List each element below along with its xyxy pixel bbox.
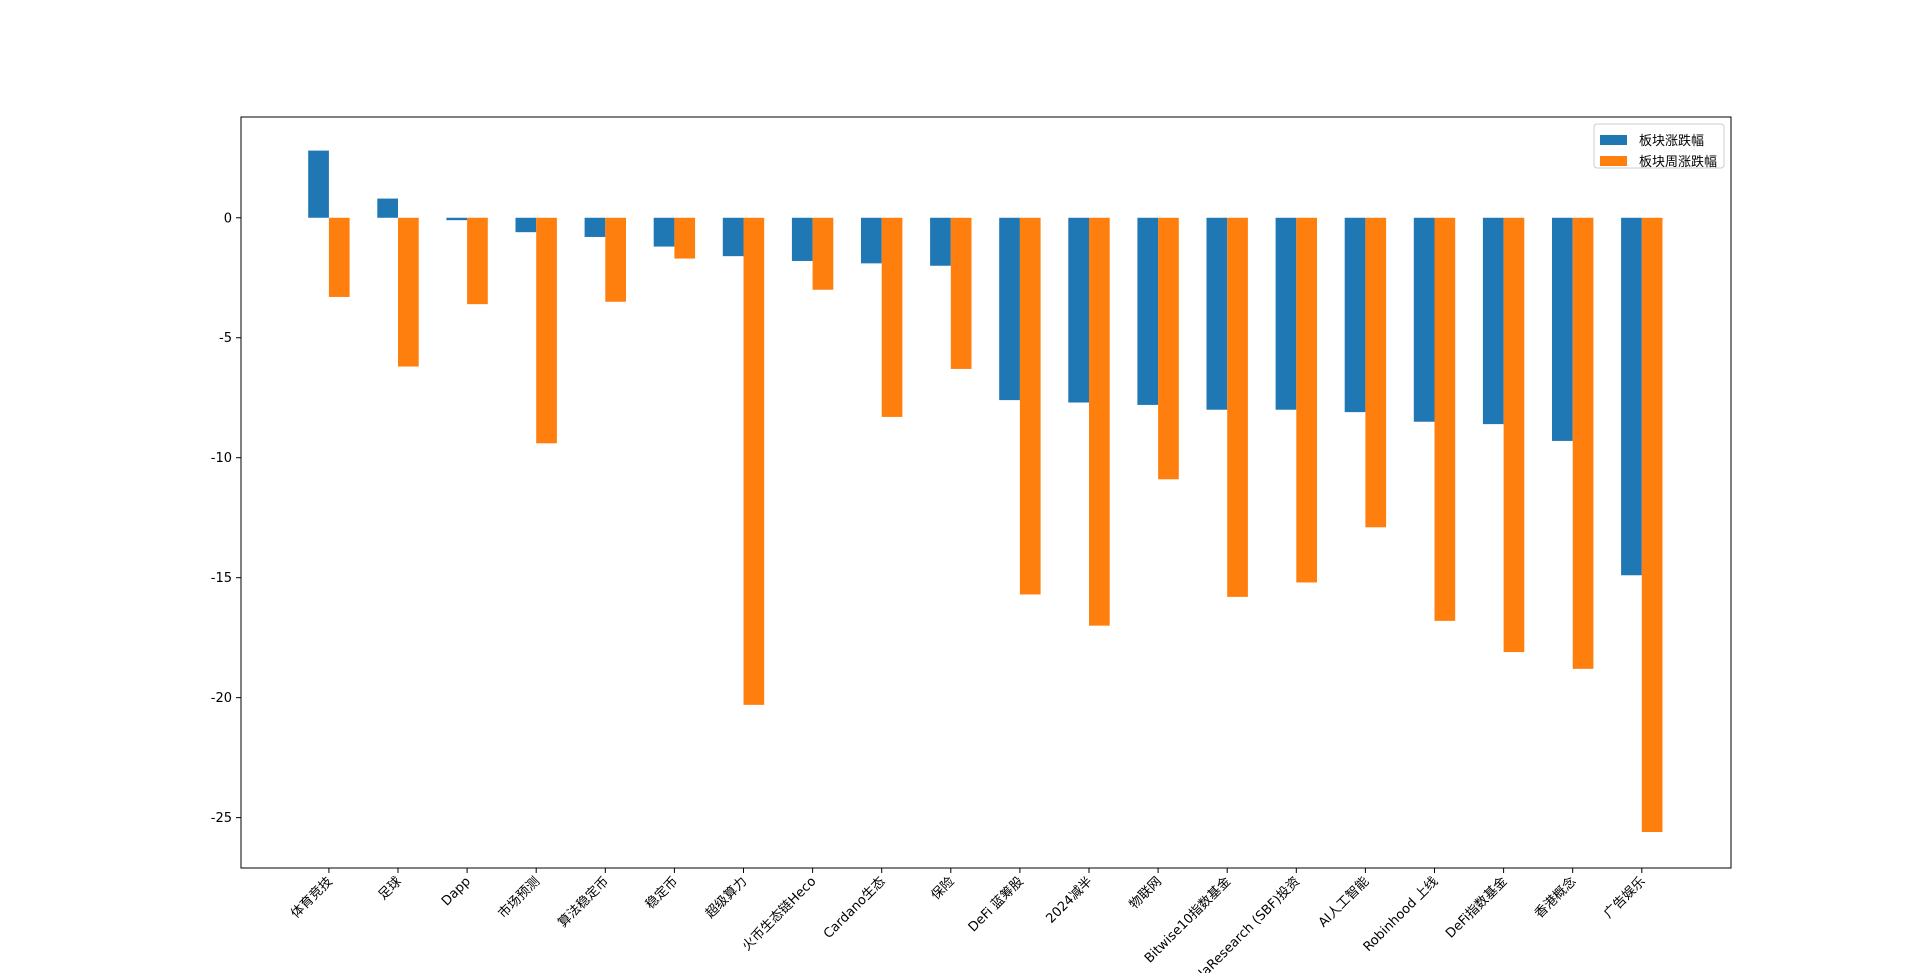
bar-daily-19 xyxy=(1621,217,1642,576)
x-tick-label: 稳定币 xyxy=(642,874,681,913)
plot-frame xyxy=(240,116,1732,869)
bar-daily-0 xyxy=(308,150,329,218)
legend-swatch xyxy=(1600,135,1627,145)
bar-daily-10 xyxy=(999,217,1020,401)
bar-daily-1 xyxy=(377,198,398,218)
bar-weekly-10 xyxy=(1019,217,1041,595)
x-tick-label: 物联网 xyxy=(1127,874,1165,912)
bar-weekly-7 xyxy=(812,217,834,290)
bar-weekly-19 xyxy=(1641,217,1663,833)
x-tick-label: 市场预测 xyxy=(495,874,543,922)
bar-daily-7 xyxy=(791,217,813,261)
bar-daily-18 xyxy=(1552,217,1573,441)
bar-daily-13 xyxy=(1206,217,1228,410)
legend-swatch xyxy=(1600,156,1627,166)
bar-weekly-16 xyxy=(1434,217,1456,621)
bar-weekly-3 xyxy=(536,217,557,444)
x-tick-label: 香港概念 xyxy=(1531,874,1579,922)
bar-daily-14 xyxy=(1275,217,1297,410)
legend-label: 板块周涨跌幅 xyxy=(1639,154,1717,170)
bar-daily-15 xyxy=(1344,217,1366,413)
bar-weekly-6 xyxy=(743,217,765,705)
bar-weekly-18 xyxy=(1572,217,1594,669)
x-tick-label: 火币生态链Heco xyxy=(740,874,820,954)
bar-daily-11 xyxy=(1068,217,1089,403)
y-tick-label: -5 xyxy=(219,331,232,346)
y-tick-label: -10 xyxy=(211,451,232,466)
x-tick-label: 足球 xyxy=(376,874,405,903)
x-tick-label: 算法稳定币 xyxy=(555,874,612,931)
bar-weekly-2 xyxy=(467,217,488,305)
bar-daily-4 xyxy=(584,217,606,237)
bar-daily-8 xyxy=(861,217,882,264)
bar-weekly-13 xyxy=(1227,217,1248,597)
bar-weekly-14 xyxy=(1296,217,1317,583)
bar-weekly-4 xyxy=(605,217,626,302)
x-tick-label: 广告娱乐 xyxy=(1601,874,1648,921)
x-tick-label: AI人工智能 xyxy=(1316,874,1372,930)
legend-label: 板块涨跌幅 xyxy=(1639,133,1704,149)
bar-weekly-1 xyxy=(398,217,419,367)
y-tick-label: -20 xyxy=(211,691,232,706)
x-tick-label: Cardano生态 xyxy=(821,874,889,942)
x-tick-label: 体育竞技 xyxy=(288,874,336,922)
bar-weekly-15 xyxy=(1365,217,1387,528)
bar-weekly-11 xyxy=(1089,217,1110,626)
bar-weekly-0 xyxy=(328,217,350,297)
x-tick-label: Robinhood 上线 xyxy=(1361,874,1442,955)
bar-daily-9 xyxy=(930,217,951,266)
bars-layer xyxy=(308,150,1663,833)
x-tick-label: Dapp xyxy=(439,874,474,909)
bar-daily-16 xyxy=(1413,217,1435,422)
x-tick-label: 超级算力 xyxy=(703,874,750,921)
x-tick-label: 保险 xyxy=(929,874,958,903)
bar-weekly-9 xyxy=(950,217,972,369)
bar-daily-2 xyxy=(446,217,468,221)
y-tick-label: -25 xyxy=(211,811,232,826)
bar-weekly-12 xyxy=(1158,217,1179,480)
x-tick-label: DeFi指数基金 xyxy=(1442,874,1510,942)
y-tick-label: 0 xyxy=(224,211,232,226)
x-tick-label: DeFi 蓝筹股 xyxy=(965,874,1027,936)
bar-weekly-5 xyxy=(674,217,696,259)
y-axis: 0 -5 -10 -15 -20 -25 xyxy=(211,211,241,826)
bar-daily-17 xyxy=(1482,217,1504,425)
y-tick-label: -15 xyxy=(211,571,232,586)
bar-daily-6 xyxy=(722,217,744,257)
x-tick-label: 2024减半 xyxy=(1043,874,1095,926)
bar-daily-5 xyxy=(653,217,675,247)
bar-weekly-8 xyxy=(881,217,903,417)
bar-daily-12 xyxy=(1137,217,1159,405)
bar-daily-3 xyxy=(515,217,537,233)
bar-weekly-17 xyxy=(1503,217,1525,653)
